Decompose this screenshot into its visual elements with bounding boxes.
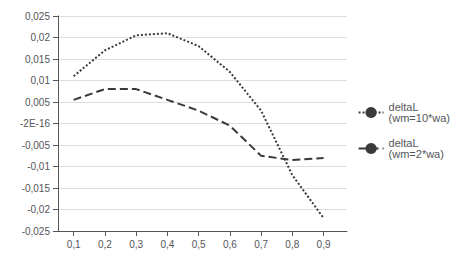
svg-text:0,015: 0,015	[25, 54, 50, 65]
svg-text:0,01: 0,01	[31, 75, 51, 86]
svg-text:(wm=2*wa): (wm=2*wa)	[389, 148, 444, 160]
svg-text:0,9: 0,9	[317, 239, 331, 250]
svg-text:0,4: 0,4	[160, 239, 174, 250]
svg-text:0,2: 0,2	[98, 239, 112, 250]
svg-text:0,7: 0,7	[254, 239, 268, 250]
svg-text:0,6: 0,6	[223, 239, 237, 250]
svg-text:0,005: 0,005	[25, 97, 50, 108]
svg-text:-0,01: -0,01	[27, 161, 50, 172]
svg-text:-0,02: -0,02	[27, 204, 50, 215]
svg-text:0,025: 0,025	[25, 11, 50, 22]
svg-text:0,5: 0,5	[192, 239, 206, 250]
svg-text:0,1: 0,1	[67, 239, 81, 250]
svg-text:-0,025: -0,025	[22, 226, 51, 237]
svg-text:-0,015: -0,015	[22, 183, 51, 194]
svg-text:(wm=10*wa): (wm=10*wa)	[389, 112, 450, 124]
svg-text:0,8: 0,8	[285, 239, 299, 250]
svg-text:0,02: 0,02	[31, 32, 51, 43]
svg-text:-0,005: -0,005	[22, 140, 51, 151]
svg-text:deltaL: deltaL	[388, 101, 419, 113]
svg-text:0,3: 0,3	[129, 239, 143, 250]
svg-text:deltaL: deltaL	[388, 137, 419, 149]
svg-text:-2E-16: -2E-16	[20, 118, 50, 129]
